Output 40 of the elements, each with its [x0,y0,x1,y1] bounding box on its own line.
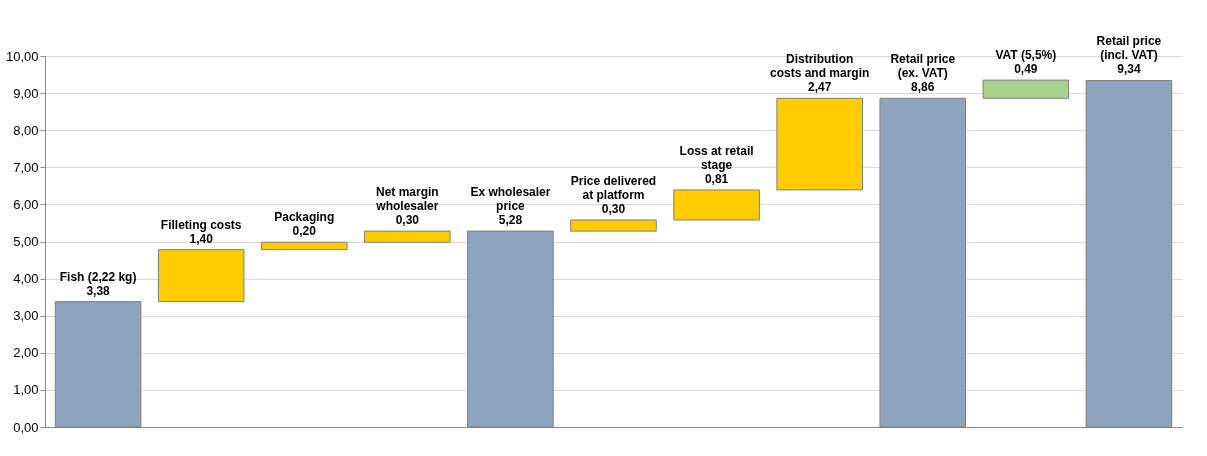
y-tick-label: 9,00 [13,85,39,101]
bar [982,79,1070,99]
x-tick-label: VAT (5,5%) [995,48,1057,63]
data-label: 0,49 [1014,62,1038,77]
data-label: 0,30 [601,201,626,216]
data-label: 0,30 [395,213,420,228]
bar [776,97,863,191]
y-tick-label: 6,00 [13,196,39,212]
bar [570,219,657,232]
bar [673,189,760,221]
x-tick-label: Net margin wholesaler [375,185,439,214]
data-label: 2,47 [807,80,832,95]
y-tick-label: 7,00 [13,159,39,175]
data-label: 9,34 [1117,62,1141,77]
y-tick-label: 4,00 [13,271,39,287]
x-tick-label: Ex wholesaler price [470,185,551,214]
bar [364,230,451,243]
data-label: 0,20 [292,224,317,239]
bar [157,249,245,303]
data-label: 3,38 [86,283,111,298]
x-tick-label: Packaging [274,210,335,225]
x-tick-label: Retail price (incl. VAT) [1096,34,1162,63]
data-label: 1,40 [189,231,214,246]
y-tick-label: 8,00 [13,122,39,138]
x-tick-label: Retail price (ex. VAT) [890,52,956,81]
data-label: 0,81 [704,171,729,186]
data-label: 8,86 [911,80,935,95]
y-tick-label: 3,00 [13,308,39,324]
x-tick-label: Distribution costs and margin [769,52,870,81]
y-tick-label: 10,00 [5,48,39,64]
x-tick-label: Loss at retail stage [679,143,754,172]
data-label: 5,28 [498,213,523,228]
y-tick-label: 2,00 [13,345,39,361]
y-tick-label: 5,00 [13,234,39,249]
x-tick-label: Filleting costs [160,217,242,232]
y-tick-label: 1,00 [13,382,39,398]
x-tick-label: Price delivered at platform [570,173,657,202]
bar [260,241,348,251]
y-tick-label: 0,00 [13,419,39,435]
x-tick-label: Fish (2,22 kg) [59,269,137,284]
